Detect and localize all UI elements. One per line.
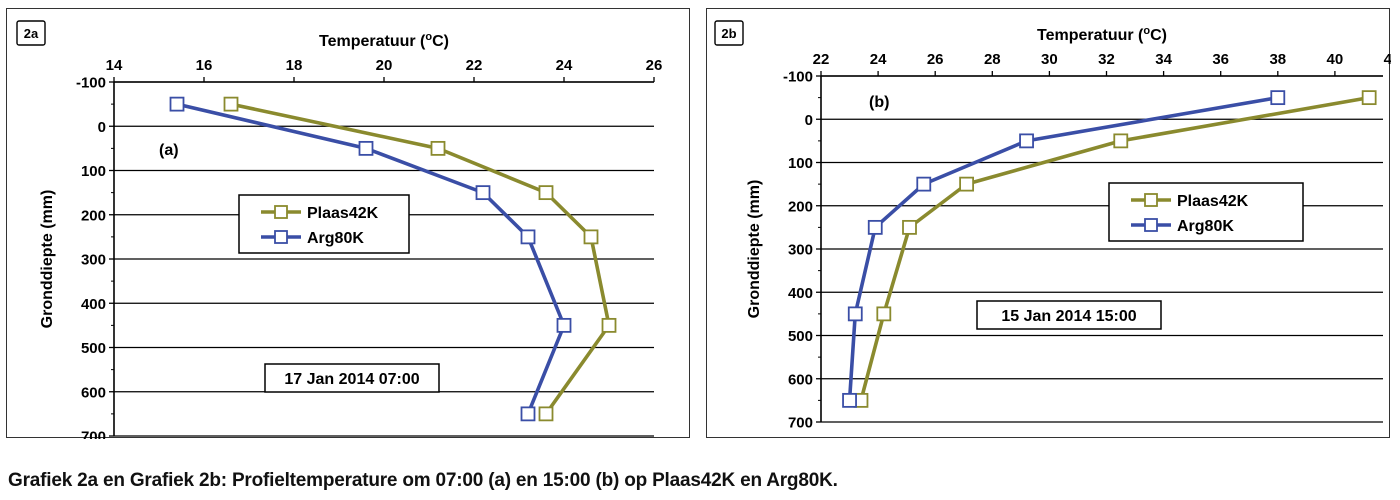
data-point-plaas42k — [902, 219, 917, 235]
x-tick-label: 22 — [813, 51, 830, 68]
data-point-plaas42k — [1113, 133, 1129, 149]
data-point-arg80k — [358, 140, 374, 156]
annotation-label: 15 Jan 2014 15:00 — [1001, 308, 1136, 325]
x-tick-label: 36 — [1212, 51, 1229, 68]
legend-swatch-marker — [1144, 218, 1158, 232]
y-axis-title: Gronddiepte (mm) — [746, 180, 763, 319]
data-point-plaas42k — [876, 306, 892, 322]
x-tick-label: 22 — [466, 57, 483, 74]
legend-label: Arg80K — [1177, 218, 1234, 235]
x-tick-label: 16 — [196, 57, 213, 74]
x-tick-label: 26 — [927, 51, 944, 68]
panel-tag: 2a — [24, 26, 39, 41]
chart-panel-2b: -100 0 100 200 300 400 500 600 700 22 24 26 28 30 32 34… — [706, 8, 1391, 438]
y-tick-label: 400 — [788, 285, 813, 302]
series-line-arg80k — [176, 102, 566, 415]
legend-box — [1108, 182, 1304, 242]
y-tick-label: 0 — [805, 112, 813, 129]
x-tick-label: 28 — [984, 51, 1001, 68]
y-axis-title: Gronddiepte (mm) — [39, 190, 56, 329]
data-point-plaas42k — [538, 185, 554, 201]
legend-swatch-marker — [274, 205, 288, 219]
annotation-label: 17 Jan 2014 07:00 — [284, 371, 419, 388]
series-line-plaas42k — [230, 102, 611, 415]
y-tick-label: 100 — [788, 155, 813, 172]
x-tick-label: 32 — [1098, 51, 1115, 68]
y-tick-label: 600 — [81, 384, 106, 401]
legend-label: Plaas42K — [1177, 193, 1249, 210]
data-point-arg80k — [520, 406, 536, 422]
x-axis-title: Temperatuur (oC) — [1037, 25, 1167, 44]
x-tick-label: 30 — [1041, 51, 1058, 68]
data-point-plaas42k — [538, 406, 554, 422]
chart-2b: -100 0 100 200 300 400 500 600 700 22 24 26 28 30 32 34… — [714, 20, 1391, 432]
y-tick-label: 700 — [788, 415, 813, 432]
data-point-arg80k — [556, 317, 572, 333]
figure-caption: Grafiek 2a en Grafiek 2b: Profieltempera… — [8, 470, 838, 491]
data-point-plaas42k — [601, 317, 617, 333]
y-tick-label: 500 — [81, 340, 106, 357]
data-point-plaas42k — [583, 229, 599, 245]
x-tick-label: 34 — [1155, 51, 1172, 68]
y-tick-label: 700 — [81, 429, 106, 440]
data-point-arg80k — [475, 185, 491, 201]
y-tick-label: 0 — [98, 119, 106, 136]
series-line-plaas42k — [859, 95, 1370, 401]
y-tick-label: 100 — [81, 163, 106, 180]
panel-tag: 2b — [721, 26, 736, 41]
y-tick-label: 500 — [788, 328, 813, 345]
x-tick-label: 24 — [870, 51, 887, 68]
y-tick-label: 300 — [81, 252, 106, 269]
y-tick-label: 200 — [788, 198, 813, 215]
legend-swatch-marker — [274, 230, 288, 244]
x-tick-label: 42 — [1384, 51, 1391, 68]
x-tick-label: 38 — [1269, 51, 1286, 68]
data-point-arg80k — [169, 96, 185, 112]
y-tick-label: 200 — [81, 207, 106, 224]
x-tick-label: 40 — [1327, 51, 1344, 68]
x-axis-title: Temperatuur (oC) — [319, 31, 449, 50]
legend-label: Plaas42K — [307, 205, 379, 222]
y-tick-label: 300 — [788, 242, 813, 259]
annotation-box — [264, 363, 440, 393]
legend-box — [238, 194, 410, 254]
data-point-arg80k — [1019, 133, 1034, 149]
chart-panel-2a: -100 0 100 200 300 400 500 600 700 14 16 18 20 22 24 26… — [6, 8, 690, 440]
data-point-arg80k — [842, 392, 857, 408]
panel-letter: (b) — [869, 94, 889, 111]
panel-letter: (a) — [159, 142, 179, 159]
data-point-arg80k — [1270, 90, 1286, 106]
y-tick-label: -100 — [783, 69, 813, 86]
data-point-plaas42k — [430, 140, 446, 156]
panel-tag-box — [714, 20, 744, 46]
data-point-plaas42k — [1361, 90, 1377, 106]
data-point-arg80k — [520, 229, 536, 245]
x-tick-label: 26 — [646, 57, 663, 74]
data-point-plaas42k — [959, 176, 975, 192]
panel-tag-box — [16, 20, 46, 46]
legend-swatch-marker — [1144, 193, 1158, 207]
data-point-arg80k — [916, 176, 932, 192]
data-point-plaas42k — [223, 96, 239, 112]
legend-label: Arg80K — [307, 230, 364, 247]
y-tick-label: 600 — [788, 371, 813, 388]
y-tick-label: -100 — [76, 75, 106, 92]
annotation-box — [976, 300, 1162, 330]
chart-2a: -100 0 100 200 300 400 500 600 700 14 16 18 20 22 24 26… — [16, 20, 663, 440]
y-tick-label: 400 — [81, 296, 106, 313]
x-tick-label: 20 — [376, 57, 393, 74]
data-point-arg80k — [867, 219, 883, 235]
series-line-arg80k — [847, 95, 1279, 401]
x-tick-label: 24 — [556, 57, 573, 74]
x-tick-label: 14 — [106, 57, 123, 74]
x-tick-label: 18 — [286, 57, 303, 74]
data-point-arg80k — [847, 306, 863, 322]
